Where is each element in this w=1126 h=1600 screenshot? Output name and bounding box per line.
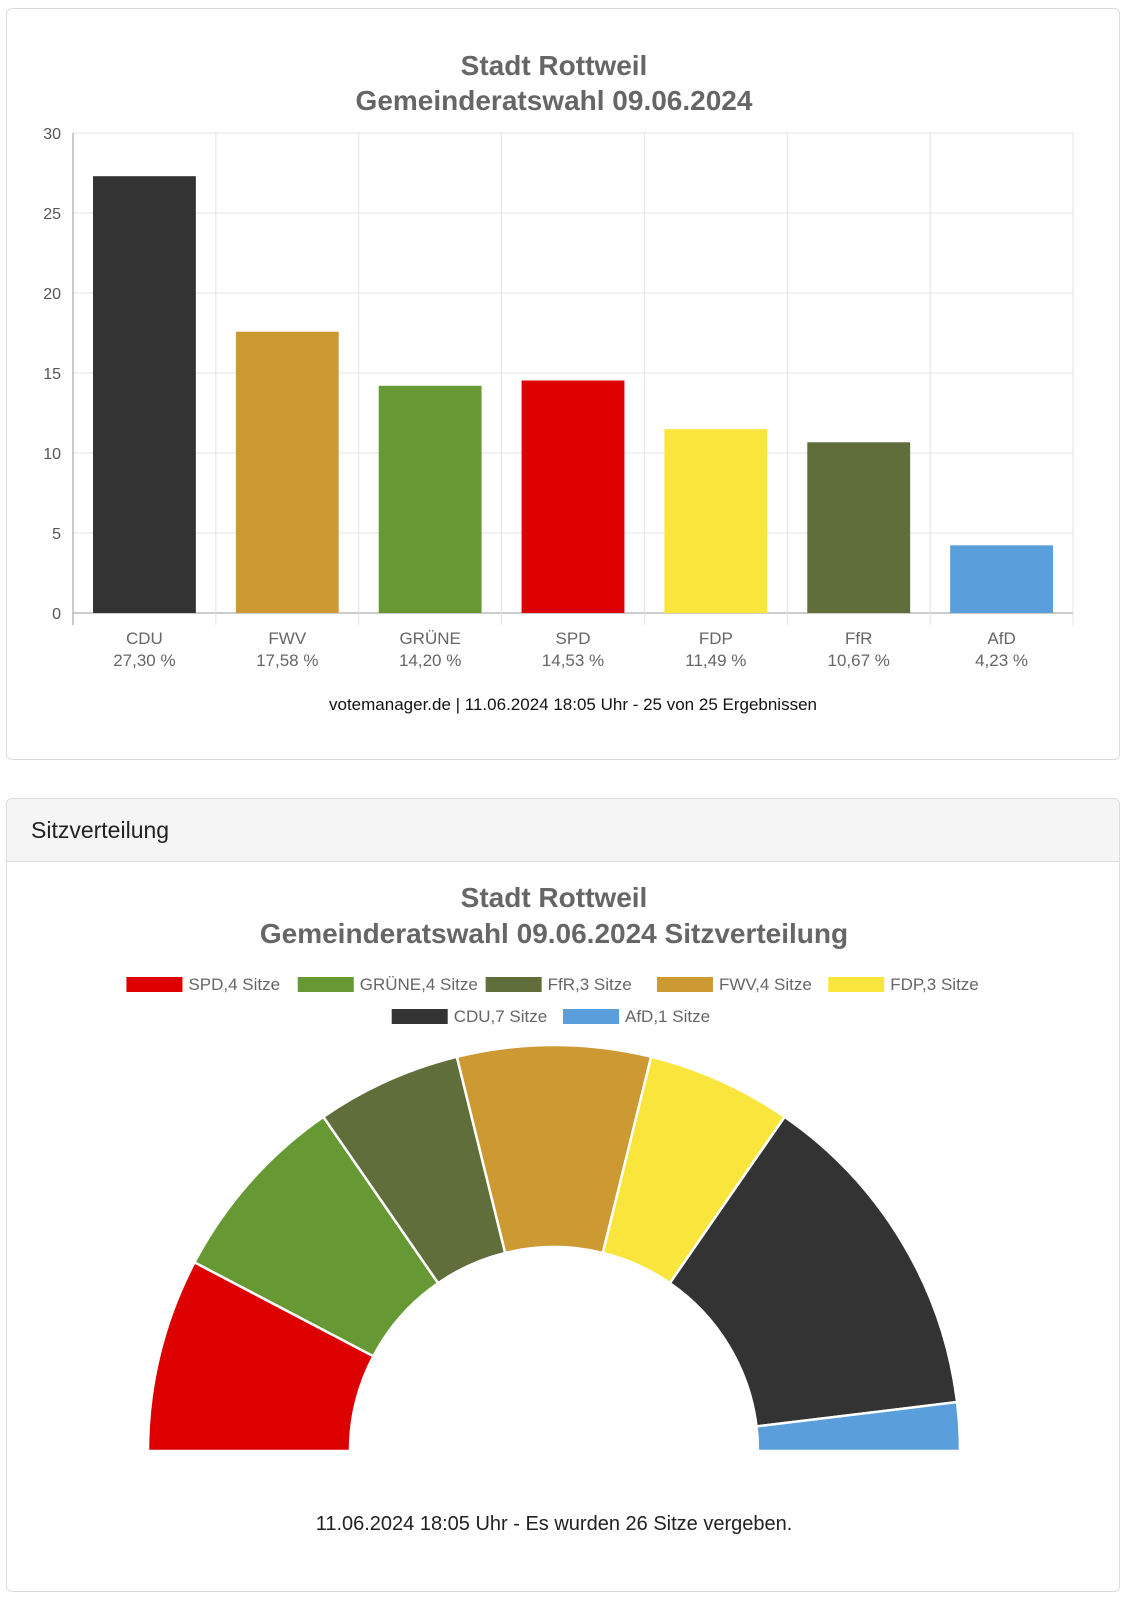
bar-chart-title-line-2: Gemeinderatswahl 09.06.2024 xyxy=(356,85,753,116)
legend-swatch-afd xyxy=(563,1009,619,1024)
category-value-fwv: 17,58 % xyxy=(256,651,318,670)
y-tick-label-0: 0 xyxy=(52,606,61,623)
y-tick-label-25: 25 xyxy=(43,206,61,223)
bar-chart-title-line-1: Stadt Rottweil xyxy=(461,50,648,81)
category-value-ffr: 10,67 % xyxy=(828,651,890,670)
y-tick-label-10: 10 xyxy=(43,446,61,463)
bar-spd xyxy=(521,380,625,613)
vote-share-card: 0 5 10 15 20 25 30 CDU 27,30 % FWV 17,58 % GRÜNE 14,… xyxy=(6,8,1120,760)
bar-chart-labels: 0 5 10 15 20 25 30 CDU 27,30 % FWV 17,58 % GRÜNE 14,… xyxy=(43,126,1028,670)
category-label-spd: SPD xyxy=(556,629,591,648)
bar-fwv xyxy=(235,331,339,613)
category-value-afd: 4,23 % xyxy=(975,651,1028,670)
seat-slice-cdu xyxy=(668,1115,959,1428)
bar-fdp xyxy=(664,429,768,613)
category-value-cdu: 27,30 % xyxy=(113,651,175,670)
seat-card-header: Sitzverteilung xyxy=(7,799,1119,862)
bar-chart-source-footer: votemanager.de | 11.06.2024 18:05 Uhr - … xyxy=(329,695,817,714)
legend-label-fdp: FDP,3 Sitze xyxy=(890,975,979,994)
legend-item-fdp[interactable]: FDP,3 Sitze xyxy=(828,975,979,994)
seat-chart-slices xyxy=(146,1043,962,1453)
legend-item-ffr[interactable]: FfR,3 Sitze xyxy=(485,975,632,994)
legend-swatch-cdu xyxy=(391,1009,448,1024)
legend-item-afd[interactable]: AfD,1 Sitze xyxy=(563,1007,710,1026)
bar-ffr xyxy=(807,442,911,613)
legend-item-cdu[interactable]: CDU,7 Sitze xyxy=(391,1007,548,1026)
seat-chart-title-line-2: Gemeinderatswahl 09.06.2024 Sitzverteilu… xyxy=(260,918,848,949)
y-tick-label-5: 5 xyxy=(52,526,61,543)
seat-slice-afd xyxy=(755,1400,962,1453)
legend-label-afd: AfD,1 Sitze xyxy=(625,1007,710,1026)
bar-gruene xyxy=(378,385,482,613)
legend-label-cdu: CDU,7 Sitze xyxy=(454,1007,548,1026)
seat-distribution-chart: Stadt Rottweil Gemeinderatswahl 09.06.20… xyxy=(126,882,979,1535)
seat-chart-footer: 11.06.2024 18:05 Uhr - Es wurden 26 Sitz… xyxy=(316,1513,793,1535)
y-tick-label-30: 30 xyxy=(43,126,61,143)
legend-swatch-fwv xyxy=(656,977,713,992)
legend-swatch-gruene xyxy=(297,977,354,992)
category-label-ffr: FfR xyxy=(845,629,872,648)
legend-swatch-ffr xyxy=(485,977,542,992)
y-tick-label-20: 20 xyxy=(43,286,61,303)
category-label-gruene: GRÜNE xyxy=(399,629,460,648)
seat-chart-title-line-1: Stadt Rottweil xyxy=(461,882,648,913)
category-label-afd: AfD xyxy=(987,629,1015,648)
seat-card-header-title: Sitzverteilung xyxy=(31,817,170,843)
vote-share-bar-chart: 0 5 10 15 20 25 30 CDU 27,30 % FWV 17,58 % GRÜNE 14,… xyxy=(43,50,1074,714)
legend-swatch-spd xyxy=(126,977,183,992)
legend-item-fwv[interactable]: FWV,4 Sitze xyxy=(656,975,812,994)
legend-label-gruene: GRÜNE,4 Sitze xyxy=(360,975,478,994)
bar-afd xyxy=(950,545,1053,613)
category-value-fdp: 11,49 % xyxy=(685,651,746,670)
category-label-fwv: FWV xyxy=(268,629,306,648)
category-label-fdp: FDP xyxy=(699,629,733,648)
legend-item-spd[interactable]: SPD,4 Sitze xyxy=(126,975,280,994)
legend-label-spd: SPD,4 Sitze xyxy=(188,975,280,994)
legend-label-ffr: FfR,3 Sitze xyxy=(548,975,632,994)
legend-swatch-fdp xyxy=(828,977,885,992)
bar-chart-bars xyxy=(93,176,1053,613)
legend-item-gruene[interactable]: GRÜNE,4 Sitze xyxy=(297,975,478,994)
category-value-spd: 14,53 % xyxy=(542,651,604,670)
bar-cdu xyxy=(93,176,196,613)
seat-distribution-card: Sitzverteilung Stadt Rottweil Gemeindera… xyxy=(6,798,1120,1592)
y-tick-label-15: 15 xyxy=(43,366,61,383)
category-label-cdu: CDU xyxy=(126,629,163,648)
legend-label-fwv: FWV,4 Sitze xyxy=(719,975,812,994)
category-value-gruene: 14,20 % xyxy=(399,651,461,670)
seat-chart-legend: SPD,4 Sitze GRÜNE,4 Sitze FfR,3 Sitze FWV,4… xyxy=(126,975,979,1026)
